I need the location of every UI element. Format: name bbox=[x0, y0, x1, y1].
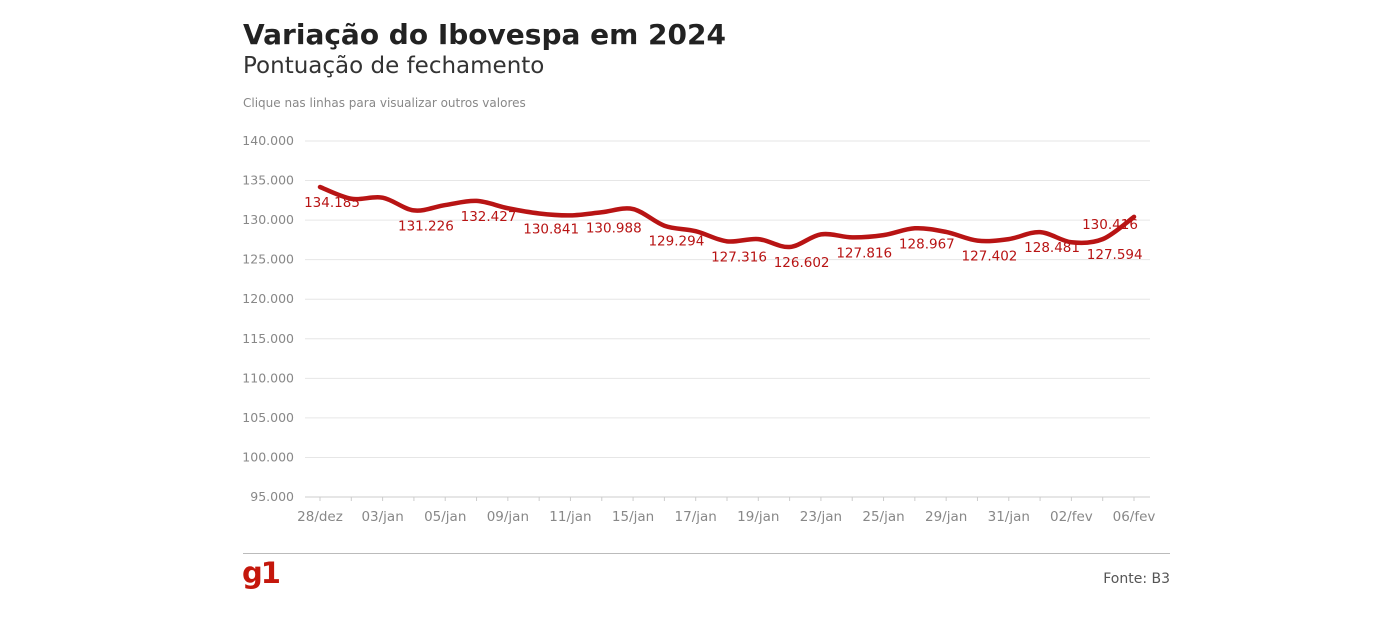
x-tick-label: 19/jan bbox=[737, 509, 779, 525]
data-point[interactable] bbox=[971, 235, 983, 247]
y-tick-label: 130.000 bbox=[242, 212, 294, 227]
x-tick-label: 02/fev bbox=[1050, 509, 1093, 525]
x-tick-label: 11/jan bbox=[549, 509, 591, 525]
y-tick-label: 105.000 bbox=[242, 410, 294, 425]
data-point[interactable] bbox=[439, 199, 451, 211]
x-tick-label: 03/jan bbox=[361, 509, 403, 525]
x-tick-label: 05/jan bbox=[424, 509, 466, 525]
chart-title: Variação do Ibovespa em 2024 bbox=[243, 18, 726, 51]
data-label: 130.416 bbox=[1082, 217, 1138, 233]
data-label: 127.594 bbox=[1087, 247, 1143, 263]
y-tick-label: 100.000 bbox=[242, 449, 294, 464]
data-point[interactable] bbox=[878, 229, 890, 241]
data-point[interactable] bbox=[752, 233, 764, 245]
data-label: 129.294 bbox=[648, 234, 704, 250]
data-point[interactable] bbox=[909, 222, 921, 234]
data-label: 132.427 bbox=[461, 209, 517, 225]
data-label: 131.226 bbox=[398, 218, 454, 234]
data-point[interactable] bbox=[658, 220, 670, 232]
y-tick-label: 115.000 bbox=[242, 331, 294, 346]
source-note: Fonte: B3 bbox=[1103, 571, 1170, 587]
data-label: 134.185 bbox=[304, 195, 360, 211]
data-point[interactable] bbox=[596, 206, 608, 218]
data-label: 128.481 bbox=[1024, 240, 1080, 256]
y-tick-label: 125.000 bbox=[242, 252, 294, 267]
data-point[interactable] bbox=[564, 209, 576, 221]
data-point[interactable] bbox=[846, 231, 858, 243]
y-tick-label: 95.000 bbox=[250, 489, 294, 504]
data-label: 130.988 bbox=[586, 220, 642, 236]
data-label: 128.967 bbox=[899, 236, 955, 252]
data-point[interactable] bbox=[408, 204, 420, 216]
chart-instruction-note: Clique nas linhas para visualizar outros… bbox=[243, 96, 526, 110]
data-point[interactable] bbox=[314, 181, 326, 193]
data-label: 130.841 bbox=[523, 221, 579, 237]
y-tick-label: 110.000 bbox=[242, 370, 294, 385]
x-tick-label: 31/jan bbox=[988, 509, 1030, 525]
data-label: 126.602 bbox=[774, 255, 830, 271]
y-tick-label: 140.000 bbox=[242, 133, 294, 148]
data-point[interactable] bbox=[815, 228, 827, 240]
x-tick-label: 23/jan bbox=[800, 509, 842, 525]
data-point[interactable] bbox=[1003, 233, 1015, 245]
data-point[interactable] bbox=[533, 207, 545, 219]
x-tick-label: 15/jan bbox=[612, 509, 654, 525]
data-label: 127.316 bbox=[711, 249, 767, 265]
x-tick-label: 17/jan bbox=[675, 509, 717, 525]
data-label: 127.816 bbox=[836, 245, 892, 261]
g1-logo: g1 bbox=[242, 556, 281, 590]
y-tick-label: 135.000 bbox=[242, 173, 294, 188]
data-point[interactable] bbox=[377, 192, 389, 204]
data-point[interactable] bbox=[1034, 226, 1046, 238]
x-tick-label: 25/jan bbox=[862, 509, 904, 525]
data-point[interactable] bbox=[471, 195, 483, 207]
ibovespa-series-line[interactable] bbox=[317, 184, 1137, 250]
data-point[interactable] bbox=[721, 235, 733, 247]
data-point[interactable] bbox=[784, 241, 796, 253]
x-tick-label: 28/dez bbox=[297, 509, 343, 525]
data-point[interactable] bbox=[1097, 233, 1109, 245]
chart-subtitle: Pontuação de fechamento bbox=[243, 53, 545, 79]
x-tick-label: 29/jan bbox=[925, 509, 967, 525]
x-tick-label: 06/fev bbox=[1113, 509, 1156, 525]
data-point[interactable] bbox=[627, 203, 639, 215]
y-tick-label: 120.000 bbox=[242, 291, 294, 306]
line-chart[interactable]: 140.000 135.000 130.000 125.000 120.000 115.0… bbox=[0, 0, 1397, 545]
footer-divider bbox=[243, 553, 1170, 554]
data-label: 127.402 bbox=[962, 249, 1018, 265]
x-tick-label: 09/jan bbox=[487, 509, 529, 525]
